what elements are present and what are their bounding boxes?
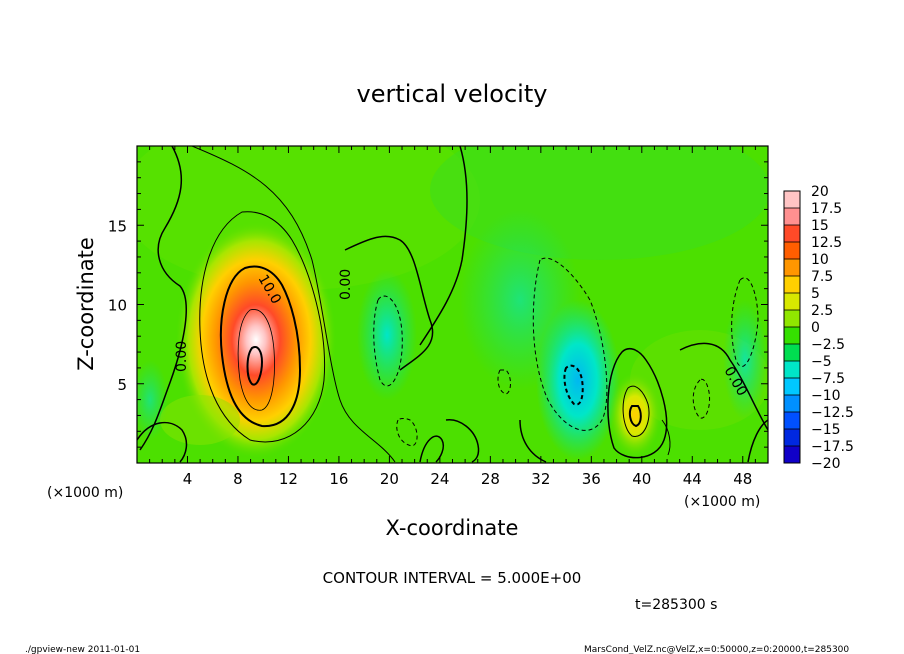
x-axis-unit-right: (×1000 m)	[684, 494, 760, 510]
colorbar-swatch	[784, 446, 800, 464]
colorbar-label: −2.5	[811, 337, 845, 353]
contour-interval-note: CONTOUR INTERVAL = 5.000E+00	[323, 569, 582, 587]
x-tick-label: 4	[183, 470, 193, 488]
y-tick-label: 5	[117, 376, 127, 394]
colorbar-swatch	[784, 361, 800, 379]
colorbar-label: 7.5	[811, 269, 833, 285]
colorbar-swatch	[784, 344, 800, 362]
colorbar-swatch	[784, 293, 800, 311]
heatmap-field: 0.00 10.0 0.00 0.00	[137, 146, 768, 463]
updraft-zone	[609, 373, 661, 457]
x-axis: 4 8 12 16 20 24 28 32 36 40 44 48	[149, 146, 756, 488]
colorbar-swatch	[784, 429, 800, 447]
colorbar-swatch	[784, 259, 800, 277]
colorbar-label: 10	[811, 252, 829, 268]
footer-left: ./gpview-new 2011-01-01	[25, 645, 140, 654]
x-tick-label: 28	[481, 470, 500, 488]
x-tick-label: 12	[279, 470, 298, 488]
contour-lines	[137, 146, 768, 463]
colorbar-label: −10	[811, 388, 841, 404]
colorbar-label: 5	[811, 286, 820, 302]
y-axis-label: Z-coordinate	[74, 237, 98, 371]
x-tick-label: 20	[380, 470, 399, 488]
colorbar-swatch	[784, 412, 800, 430]
y-tick-label: 15	[108, 217, 127, 235]
y-tick-label: 10	[108, 297, 127, 315]
colorbar-swatch	[784, 395, 800, 413]
x-axis-label: X-coordinate	[386, 516, 519, 540]
time-stamp: t=285300 s	[635, 597, 717, 613]
colorbar-swatch	[784, 225, 800, 243]
colorbar-label: 12.5	[811, 235, 842, 251]
colorbar: 2017.51512.5107.552.50−2.5−5−7.5−10−12.5…	[783, 184, 854, 472]
colorbar-label: 17.5	[811, 201, 842, 217]
y-axis: 5 10 15	[108, 161, 768, 448]
x-tick-label: 44	[683, 470, 702, 488]
x-tick-label: 36	[582, 470, 601, 488]
colorbar-label: 20	[811, 184, 829, 200]
colorbar-label: −17.5	[811, 439, 854, 455]
footer-right: MarsCond_VelZ.nc@VelZ,x=0:50000,z=0:2000…	[584, 645, 849, 654]
contour-label: 0.00	[174, 341, 190, 372]
x-tick-label: 32	[531, 470, 550, 488]
colorbar-swatch	[784, 208, 800, 226]
colorbar-label: −12.5	[811, 405, 854, 421]
colorbar-swatch	[784, 276, 800, 294]
colorbar-swatch	[784, 378, 800, 396]
x-tick-label: 8	[233, 470, 243, 488]
colorbar-swatch	[784, 242, 800, 260]
x-tick-label: 40	[632, 470, 651, 488]
colorbar-label: −15	[811, 422, 841, 438]
chart-title: vertical velocity	[357, 80, 548, 108]
downdraft-zone	[357, 270, 417, 400]
colorbar-swatch	[784, 191, 800, 209]
colorbar-label: −20	[811, 456, 841, 472]
colorbar-label: 2.5	[811, 303, 833, 319]
colorbar-label: 15	[811, 218, 829, 234]
colorbar-label: −7.5	[811, 371, 845, 387]
colorbar-label: −5	[811, 354, 832, 370]
colorbar-label: 0	[811, 320, 820, 336]
colorbar-swatch	[784, 310, 800, 328]
contour-label: 0.00	[338, 269, 354, 300]
x-tick-label: 48	[733, 470, 752, 488]
x-tick-label: 16	[329, 470, 348, 488]
colorbar-swatch	[784, 327, 800, 345]
x-tick-label: 24	[430, 470, 449, 488]
x-axis-unit-left: (×1000 m)	[47, 485, 123, 501]
